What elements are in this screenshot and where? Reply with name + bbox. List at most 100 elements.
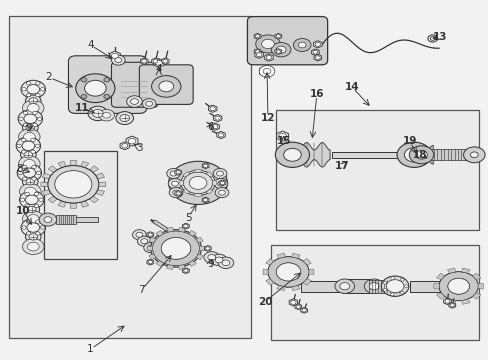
Circle shape xyxy=(33,111,37,114)
Circle shape xyxy=(400,278,403,281)
Circle shape xyxy=(415,150,427,159)
Polygon shape xyxy=(126,136,138,146)
Circle shape xyxy=(128,138,136,144)
Circle shape xyxy=(168,179,182,189)
Circle shape xyxy=(217,181,224,186)
Polygon shape xyxy=(146,232,153,238)
Circle shape xyxy=(203,164,207,167)
Circle shape xyxy=(24,204,40,215)
FancyBboxPatch shape xyxy=(247,17,327,65)
Circle shape xyxy=(183,269,187,272)
Circle shape xyxy=(259,66,274,77)
Polygon shape xyxy=(41,182,48,187)
Bar xyxy=(9,16,250,338)
Circle shape xyxy=(25,195,38,204)
Circle shape xyxy=(298,42,305,48)
Bar xyxy=(276,110,478,230)
Circle shape xyxy=(20,149,36,161)
Circle shape xyxy=(381,276,408,296)
Polygon shape xyxy=(146,259,153,265)
Polygon shape xyxy=(199,246,204,251)
Polygon shape xyxy=(148,237,156,243)
Text: 4: 4 xyxy=(87,40,94,50)
Circle shape xyxy=(276,263,300,281)
Circle shape xyxy=(137,236,151,246)
Circle shape xyxy=(382,288,386,291)
Polygon shape xyxy=(265,258,273,265)
Circle shape xyxy=(315,56,320,59)
Circle shape xyxy=(29,98,38,104)
Circle shape xyxy=(155,60,162,66)
Polygon shape xyxy=(461,299,469,304)
Circle shape xyxy=(23,123,28,126)
Text: 2: 2 xyxy=(45,72,52,82)
Circle shape xyxy=(276,35,280,38)
Text: 6: 6 xyxy=(206,122,213,132)
Polygon shape xyxy=(155,230,163,236)
Circle shape xyxy=(111,53,118,58)
Circle shape xyxy=(463,147,484,163)
Circle shape xyxy=(17,164,41,182)
Circle shape xyxy=(19,117,23,121)
Polygon shape xyxy=(148,254,156,260)
Polygon shape xyxy=(254,49,261,54)
Circle shape xyxy=(122,144,127,148)
Polygon shape xyxy=(155,261,163,266)
Polygon shape xyxy=(254,51,263,58)
Circle shape xyxy=(449,304,453,307)
Polygon shape xyxy=(448,302,455,308)
Polygon shape xyxy=(178,265,185,269)
Polygon shape xyxy=(313,54,321,61)
Circle shape xyxy=(214,116,220,120)
Circle shape xyxy=(120,114,129,122)
Polygon shape xyxy=(120,142,129,150)
Text: 10: 10 xyxy=(16,206,31,216)
Circle shape xyxy=(220,181,224,184)
Polygon shape xyxy=(300,307,307,313)
Circle shape xyxy=(25,204,29,207)
Polygon shape xyxy=(194,170,201,172)
Circle shape xyxy=(183,225,187,228)
Circle shape xyxy=(312,50,317,54)
Circle shape xyxy=(102,112,110,118)
Circle shape xyxy=(55,171,92,198)
Polygon shape xyxy=(216,131,225,139)
Circle shape xyxy=(148,261,152,264)
Circle shape xyxy=(172,190,179,195)
Circle shape xyxy=(261,39,274,49)
Polygon shape xyxy=(178,228,185,232)
Circle shape xyxy=(33,123,37,126)
Circle shape xyxy=(447,278,468,294)
Circle shape xyxy=(27,85,40,94)
Polygon shape xyxy=(206,189,213,194)
Polygon shape xyxy=(290,143,329,167)
Polygon shape xyxy=(274,49,281,54)
Polygon shape xyxy=(194,193,201,196)
Circle shape xyxy=(267,257,308,287)
Circle shape xyxy=(255,50,259,53)
Circle shape xyxy=(168,161,227,204)
Circle shape xyxy=(20,198,25,202)
Polygon shape xyxy=(471,273,480,280)
Polygon shape xyxy=(48,166,57,172)
Circle shape xyxy=(276,46,285,53)
Polygon shape xyxy=(81,201,88,207)
Polygon shape xyxy=(183,189,189,194)
Polygon shape xyxy=(175,170,181,175)
Circle shape xyxy=(76,74,115,103)
Circle shape xyxy=(153,59,158,63)
Polygon shape xyxy=(204,246,211,251)
Text: 8: 8 xyxy=(16,164,23,174)
Polygon shape xyxy=(477,283,483,289)
Circle shape xyxy=(36,171,41,175)
Circle shape xyxy=(267,257,308,287)
FancyBboxPatch shape xyxy=(111,62,158,107)
Circle shape xyxy=(429,37,434,40)
Text: 7: 7 xyxy=(138,285,145,295)
Circle shape xyxy=(396,142,430,167)
Polygon shape xyxy=(58,201,66,207)
Circle shape xyxy=(147,245,154,250)
Text: 1: 1 xyxy=(87,344,94,354)
Bar xyxy=(430,149,473,160)
Polygon shape xyxy=(291,285,300,291)
